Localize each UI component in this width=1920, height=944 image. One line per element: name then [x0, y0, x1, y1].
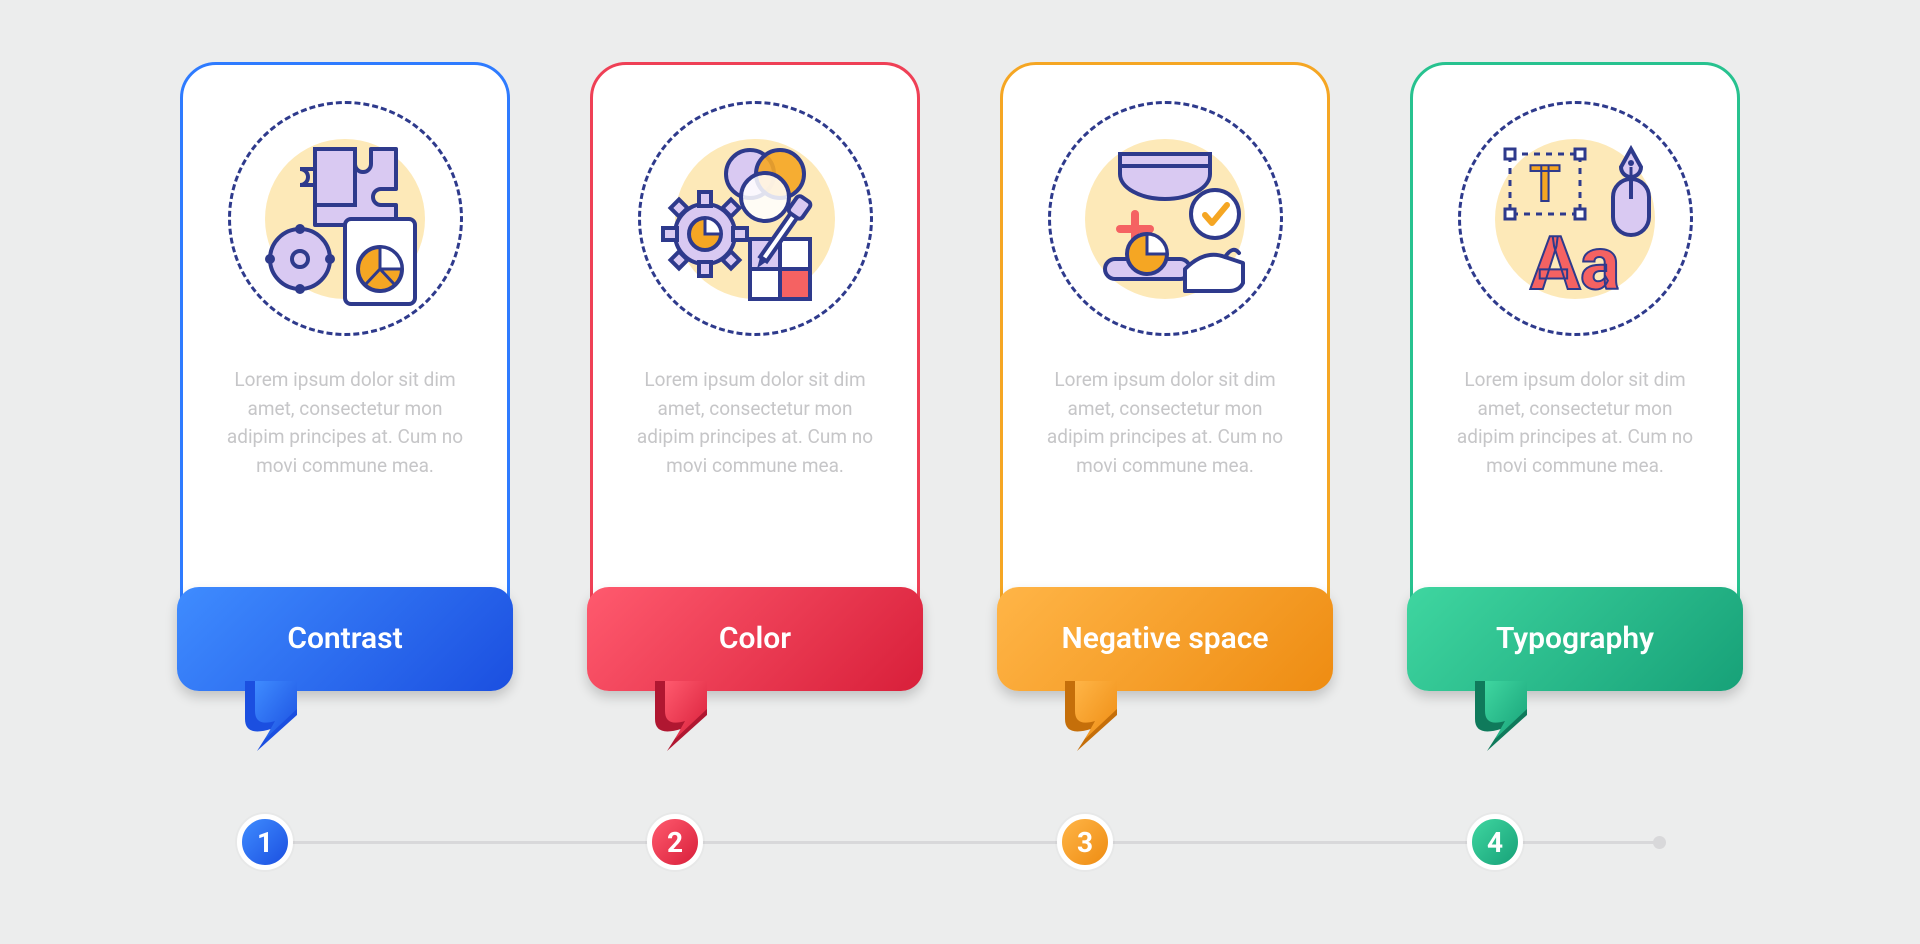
svg-text:Aa: Aa [1530, 221, 1620, 308]
svg-text:T: T [1530, 156, 1561, 214]
step-number-dot: 2 [647, 814, 703, 870]
infographic-stage: Lorem ipsum dolor sit dim amet, consecte… [180, 62, 1740, 882]
card-description: Lorem ipsum dolor sit dim amet, consecte… [211, 366, 479, 480]
step-number: 2 [667, 826, 683, 859]
step-number-dot: 3 [1057, 814, 1113, 870]
step-number-dot: 4 [1467, 814, 1523, 870]
card-description: Lorem ipsum dolor sit dim amet, consecte… [1441, 366, 1709, 480]
info-card: Lorem ipsum dolor sit dim amet, consecte… [180, 62, 510, 642]
card-row: Lorem ipsum dolor sit dim amet, consecte… [180, 62, 1740, 642]
info-card: Lorem ipsum dolor sit dim amet, consecte… [1000, 62, 1330, 642]
negative-space-icon [1048, 101, 1283, 336]
title-bubble: Contrast [177, 587, 513, 691]
card-title: Contrast [287, 622, 402, 657]
step-number: 1 [257, 826, 273, 859]
info-card: T Aa Lorem ipsum dolor sit dim amet, conse… [1410, 62, 1740, 642]
card-title: Typography [1496, 622, 1654, 657]
timeline [260, 841, 1660, 844]
bubble-tail [243, 681, 303, 751]
card-description: Lorem ipsum dolor sit dim amet, consecte… [1031, 366, 1299, 480]
step-number-dot: 1 [237, 814, 293, 870]
contrast-icon [228, 101, 463, 336]
info-card: Lorem ipsum dolor sit dim amet, consecte… [590, 62, 920, 642]
step-number: 3 [1077, 826, 1093, 859]
color-icon [638, 101, 873, 336]
card-title: Color [719, 622, 791, 657]
title-bubble: Negative space [997, 587, 1333, 691]
title-bubble: Color [587, 587, 923, 691]
bubble-tail [1473, 681, 1533, 751]
bubble-tail [653, 681, 713, 751]
card-description: Lorem ipsum dolor sit dim amet, consecte… [621, 366, 889, 480]
bubble-tail [1063, 681, 1123, 751]
title-bubble: Typography [1407, 587, 1743, 691]
card-title: Negative space [1061, 622, 1268, 657]
step-number: 4 [1487, 826, 1503, 859]
typography-icon: T Aa [1458, 101, 1693, 336]
